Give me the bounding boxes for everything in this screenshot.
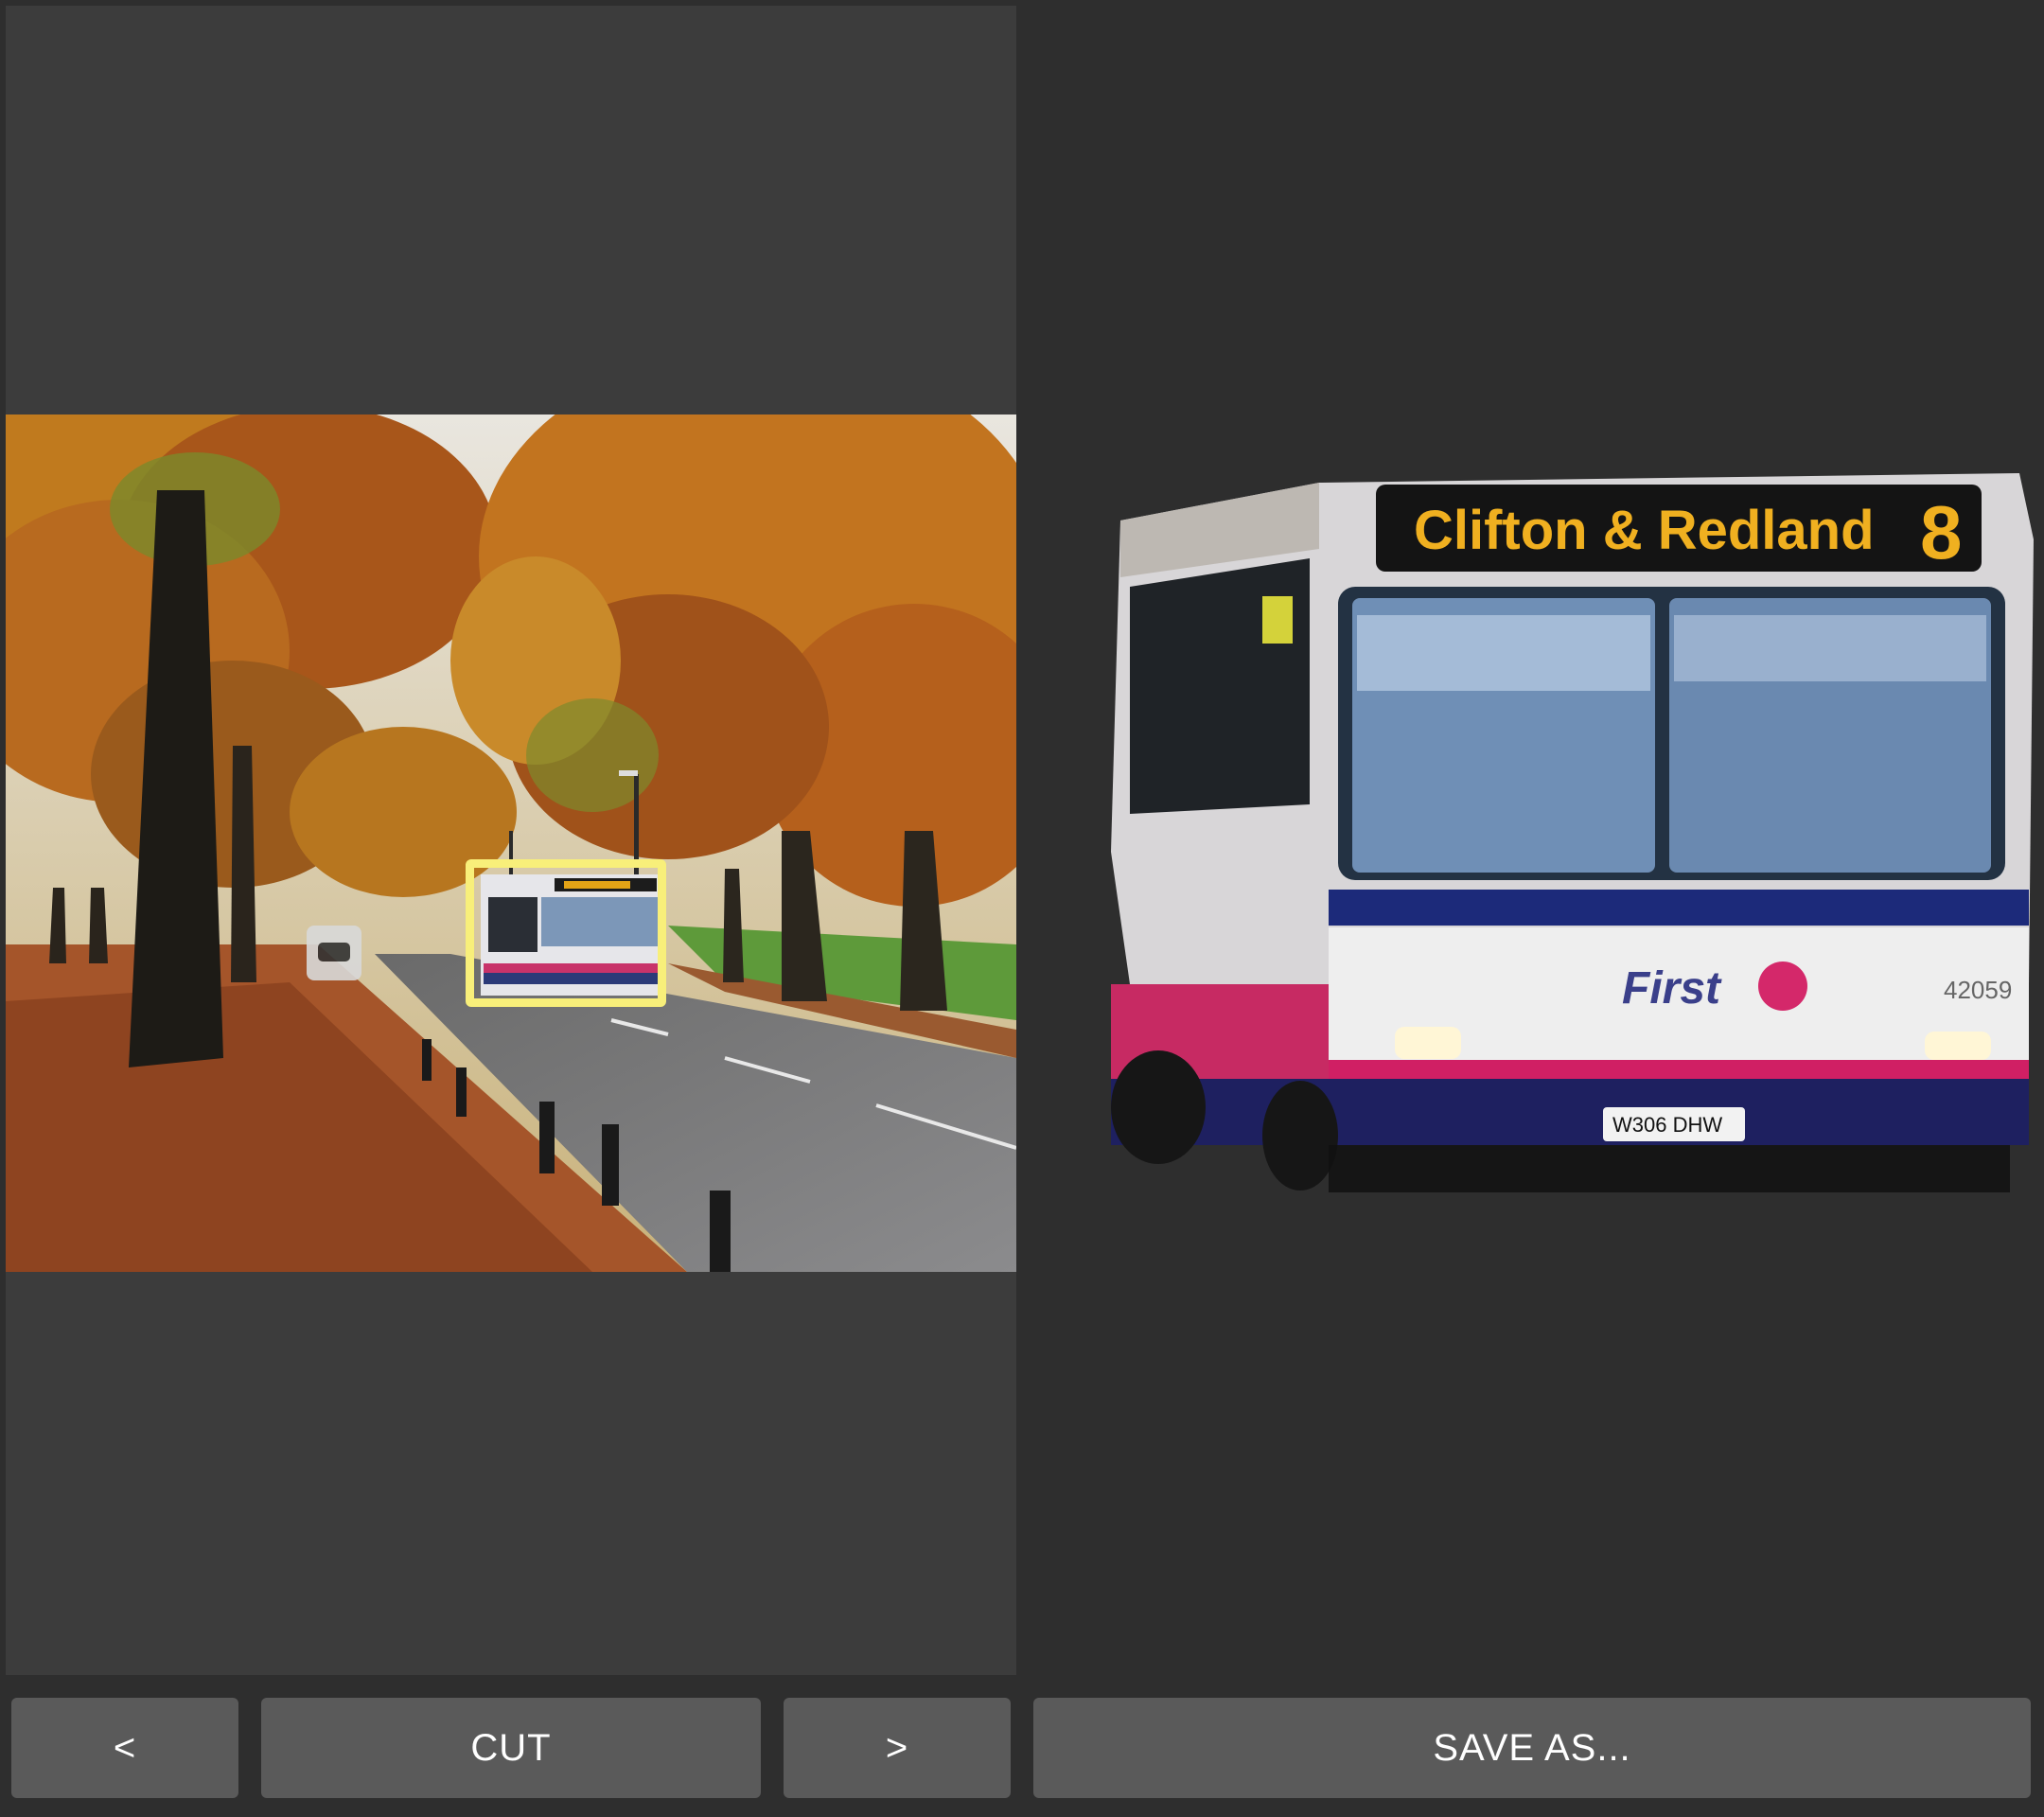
- fleet-number-text: 42059: [1944, 976, 2012, 1004]
- source-photo[interactable]: [6, 415, 1016, 1272]
- autumn-street-photo: [6, 415, 1016, 1272]
- previous-button[interactable]: <: [11, 1698, 238, 1798]
- cut-button[interactable]: CUT: [261, 1698, 761, 1798]
- source-image-panel: [6, 6, 1016, 1675]
- cropped-preview-panel: Clifton & Redland 8 First 42059 W306 DHW: [1016, 0, 2044, 1675]
- save-as-button[interactable]: SAVE AS...: [1033, 1698, 2031, 1798]
- operator-logo-text: First: [1622, 963, 1722, 1014]
- next-button[interactable]: >: [784, 1698, 1011, 1798]
- registration-plate-text: W306 DHW: [1612, 1113, 1722, 1137]
- route-number-text: 8: [1920, 490, 1963, 574]
- destination-display-text: Clifton & Redland: [1414, 500, 1875, 561]
- cropped-bus-image: Clifton & Redland 8 First 42059 W306 DHW: [1111, 473, 2034, 1192]
- detection-marker-car[interactable]: [307, 926, 361, 980]
- selection-box[interactable]: [466, 859, 666, 1007]
- first-logo-icon: [1758, 961, 1807, 1011]
